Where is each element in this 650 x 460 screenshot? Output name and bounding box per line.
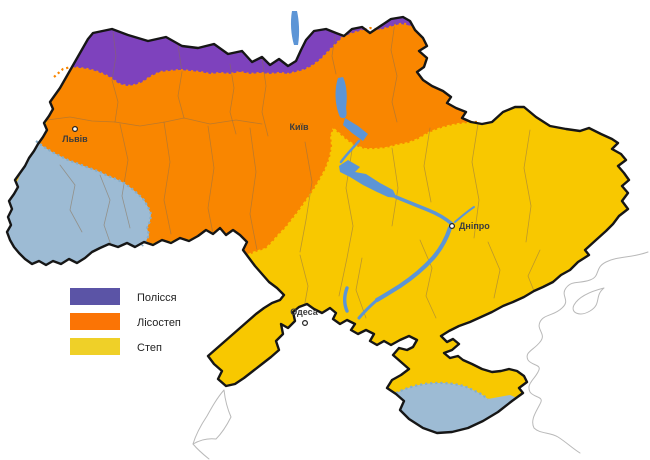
kremenchuk-reservoir — [339, 160, 397, 198]
country-border — [5, 15, 631, 435]
city-marker-dnipro — [449, 223, 456, 230]
rivers — [290, 11, 475, 320]
city-label-lviv: Львів — [62, 134, 88, 144]
romanian-coast-outline — [192, 443, 210, 460]
city-marker-odesa — [302, 320, 309, 327]
city-marker-lviv — [71, 125, 78, 132]
legend-swatch-step — [70, 338, 120, 355]
legend-swatch-polissya — [70, 288, 120, 305]
kyiv-reservoir — [335, 77, 347, 119]
dnieper-north-strip — [290, 11, 300, 45]
city-label-dnipro: Дніпро — [459, 221, 490, 231]
dnieper-link — [339, 139, 361, 164]
taman-bay-outline — [572, 287, 605, 315]
city-label-odesa: Одеса — [290, 307, 318, 317]
taman-coast-outline — [526, 251, 649, 454]
buh-estuary — [343, 286, 349, 313]
legend-label-lisostep: Лісостеп — [137, 317, 181, 329]
samara-river — [454, 206, 475, 223]
oblast-boundaries — [46, 21, 541, 319]
kaniv-reservoir — [343, 118, 368, 141]
carpathian-boundary — [35, 140, 153, 247]
dnieper-middle — [394, 195, 454, 226]
legend: Полісся Лісостеп Степ — [70, 288, 181, 355]
kakhovka-reservoir — [374, 225, 453, 303]
neighbor-coastlines — [192, 251, 649, 460]
city-label-kyiv: Київ — [289, 122, 309, 132]
danube-delta-outline — [192, 389, 232, 445]
zone-boundaries — [35, 22, 489, 400]
legend-label-polissya: Полісся — [137, 292, 177, 304]
cities: Львів Київ Дніпро Одеса — [62, 122, 490, 327]
legend-label-step: Степ — [137, 342, 162, 354]
legend-swatch-lisostep — [70, 313, 120, 330]
region-carpathians — [7, 141, 151, 268]
crimean-mountains-boundary — [395, 381, 489, 400]
dnieper-lower — [357, 298, 379, 320]
